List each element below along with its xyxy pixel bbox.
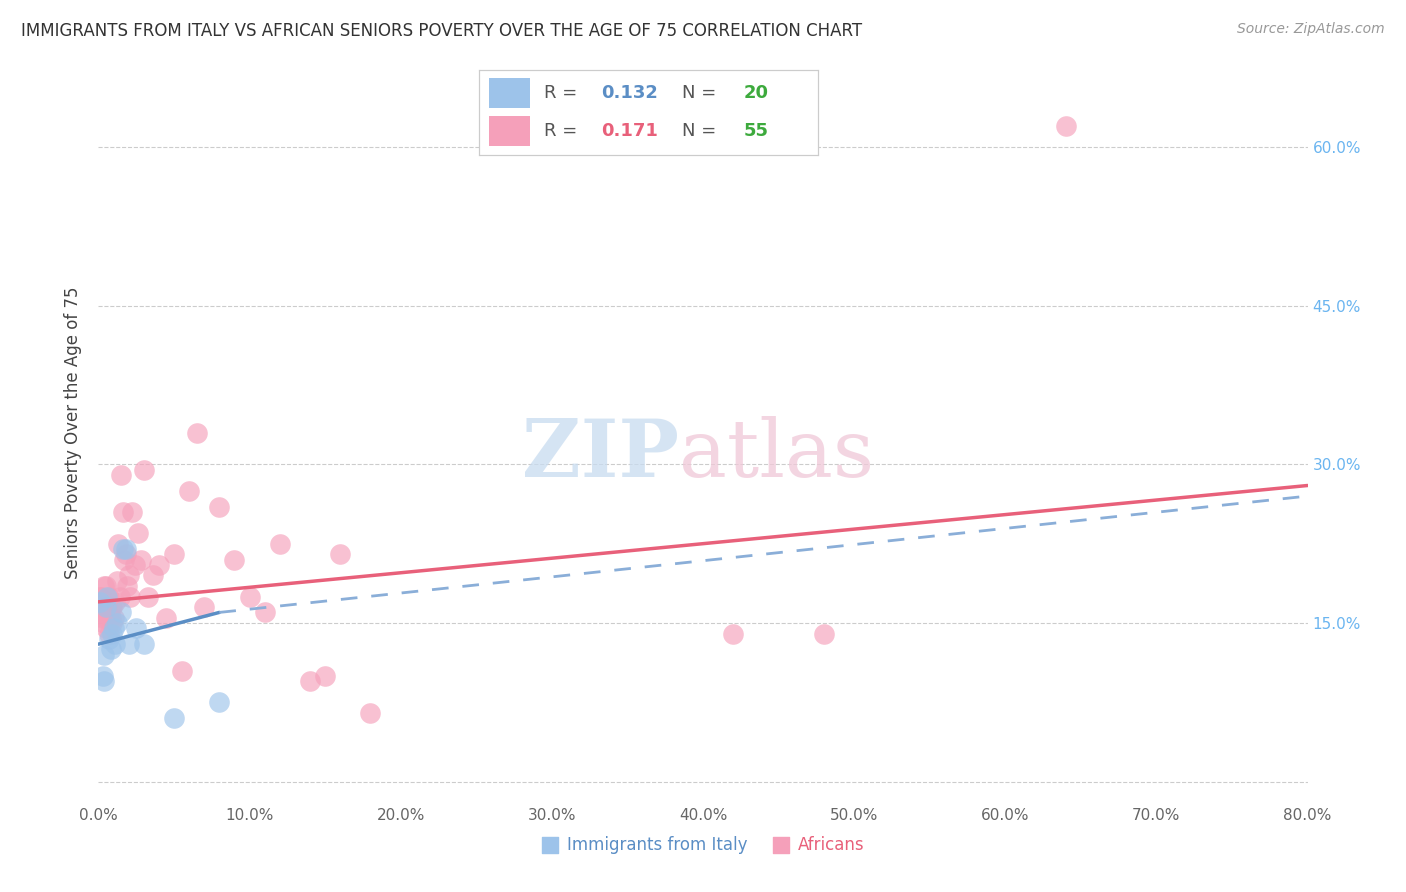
Point — [101, 600, 124, 615]
Point — [101, 615, 124, 630]
Point — [239, 590, 262, 604]
Point — [314, 669, 336, 683]
Point — [89, 590, 111, 604]
Point — [98, 626, 121, 640]
Point — [93, 674, 115, 689]
Y-axis label: Seniors Poverty Over the Age of 75: Seniors Poverty Over the Age of 75 — [65, 286, 83, 579]
Point — [105, 574, 128, 588]
Point — [269, 537, 291, 551]
Point — [118, 568, 141, 582]
Point — [104, 595, 127, 609]
Point — [100, 611, 122, 625]
Point — [98, 590, 121, 604]
Point — [111, 505, 134, 519]
Point — [723, 626, 745, 640]
Text: Source: ZipAtlas.com: Source: ZipAtlas.com — [1237, 22, 1385, 37]
Text: atlas: atlas — [679, 416, 875, 494]
Point — [124, 558, 146, 572]
Point — [253, 606, 276, 620]
Point — [129, 552, 152, 566]
Point — [96, 600, 118, 615]
Point — [208, 500, 231, 514]
Point — [108, 590, 131, 604]
Point — [103, 621, 125, 635]
Point — [132, 463, 155, 477]
Point — [107, 537, 129, 551]
Point — [105, 615, 128, 630]
Point — [96, 611, 118, 625]
Point — [142, 568, 165, 582]
Point — [360, 706, 382, 720]
Point — [193, 600, 215, 615]
Point — [94, 600, 117, 615]
Point — [127, 526, 149, 541]
Point — [163, 547, 186, 561]
Point — [104, 637, 127, 651]
Text: ZIP: ZIP — [522, 416, 679, 494]
Point — [94, 579, 117, 593]
Point — [170, 664, 193, 678]
Point — [121, 505, 143, 519]
Legend: Immigrants from Italy, Africans: Immigrants from Italy, Africans — [536, 830, 870, 861]
Point — [208, 695, 231, 709]
Point — [93, 648, 115, 662]
Point — [93, 579, 115, 593]
Point — [224, 552, 246, 566]
Point — [1054, 119, 1077, 133]
Point — [120, 590, 142, 604]
Point — [98, 632, 121, 646]
Point — [91, 611, 114, 625]
Point — [89, 595, 111, 609]
Point — [111, 541, 134, 556]
Point — [114, 541, 136, 556]
Point — [110, 606, 132, 620]
Point — [91, 595, 114, 609]
Point — [118, 637, 141, 651]
Point — [299, 674, 322, 689]
Point — [93, 615, 115, 630]
Point — [90, 606, 112, 620]
Point — [115, 579, 138, 593]
Point — [91, 669, 114, 683]
Point — [125, 621, 148, 635]
Point — [155, 611, 177, 625]
Text: IMMIGRANTS FROM ITALY VS AFRICAN SENIORS POVERTY OVER THE AGE OF 75 CORRELATION : IMMIGRANTS FROM ITALY VS AFRICAN SENIORS… — [21, 22, 862, 40]
Point — [132, 637, 155, 651]
Point — [179, 483, 201, 498]
Point — [100, 642, 122, 657]
Point — [112, 552, 135, 566]
Point — [148, 558, 170, 572]
Point — [94, 621, 117, 635]
Point — [96, 590, 118, 604]
Point — [103, 611, 125, 625]
Point — [101, 626, 124, 640]
Point — [110, 467, 132, 482]
Point — [813, 626, 835, 640]
Point — [90, 590, 112, 604]
Point — [186, 425, 208, 440]
Point — [163, 711, 186, 725]
Point — [100, 600, 122, 615]
Point — [136, 590, 159, 604]
Point — [114, 547, 136, 561]
Point — [329, 547, 352, 561]
